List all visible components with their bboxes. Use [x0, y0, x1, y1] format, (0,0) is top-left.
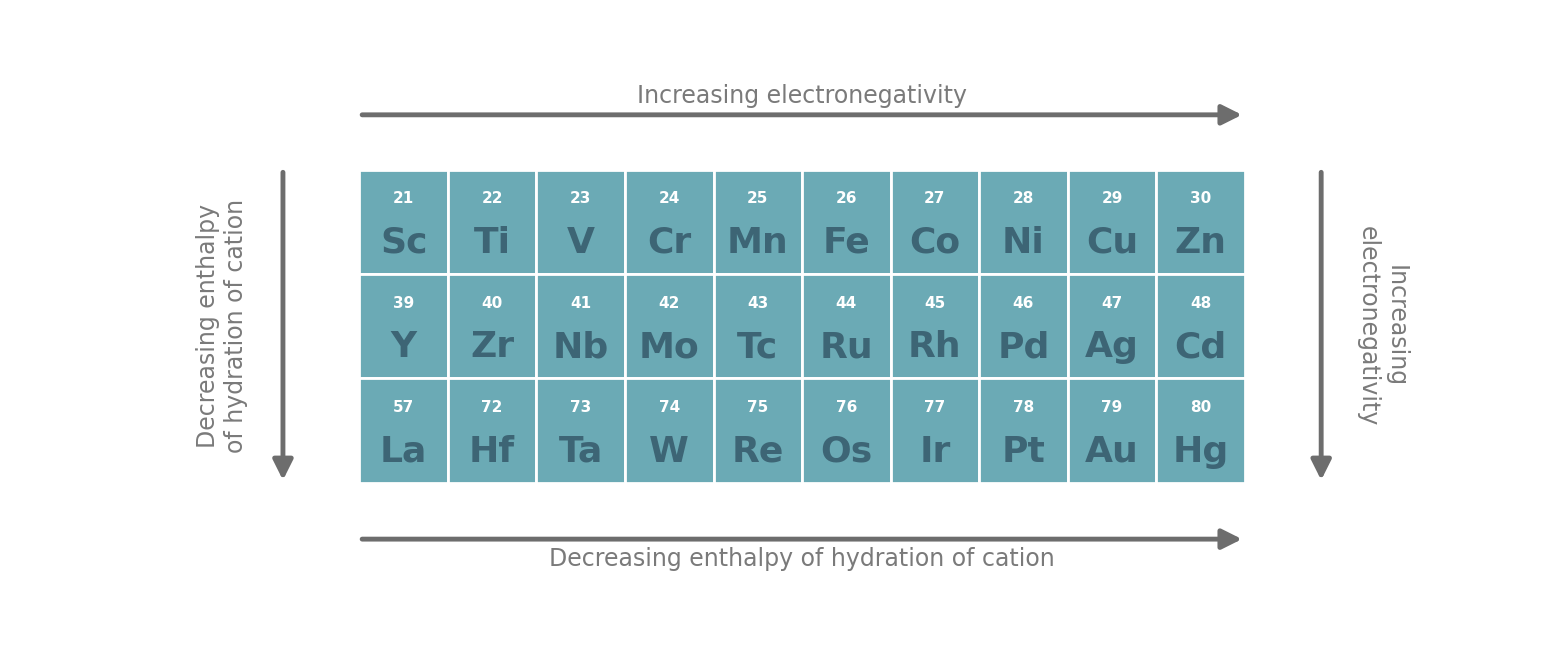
Text: Mn: Mn	[726, 225, 789, 260]
Text: Os: Os	[820, 435, 872, 468]
Text: Ag: Ag	[1085, 330, 1139, 364]
Text: Hg: Hg	[1172, 435, 1229, 468]
Text: Hf: Hf	[470, 435, 515, 468]
Text: 42: 42	[659, 296, 679, 311]
Text: 48: 48	[1189, 296, 1211, 311]
Bar	[537, 274, 624, 379]
Text: 40: 40	[482, 296, 502, 311]
Text: Decreasing enthalpy
of hydration of cation: Decreasing enthalpy of hydration of cati…	[197, 199, 249, 453]
Bar	[537, 379, 624, 483]
Text: Y: Y	[391, 330, 416, 364]
Text: 76: 76	[836, 401, 858, 415]
Text: La: La	[380, 435, 427, 468]
Text: Pd: Pd	[997, 330, 1050, 364]
Text: 46: 46	[1013, 296, 1034, 311]
Bar	[448, 274, 537, 379]
Text: 29: 29	[1102, 191, 1122, 206]
Text: Re: Re	[731, 435, 784, 468]
Bar	[1157, 274, 1244, 379]
Bar	[1157, 379, 1244, 483]
Bar	[1067, 379, 1157, 483]
Text: 75: 75	[747, 401, 768, 415]
Text: Zn: Zn	[1174, 225, 1227, 260]
Bar	[980, 274, 1067, 379]
Text: Decreasing enthalpy of hydration of cation: Decreasing enthalpy of hydration of cati…	[549, 547, 1055, 571]
Text: 78: 78	[1013, 401, 1034, 415]
Text: 21: 21	[393, 191, 415, 206]
Text: Ni: Ni	[1002, 225, 1045, 260]
Bar	[624, 274, 714, 379]
Bar	[360, 169, 448, 274]
Text: Pt: Pt	[1002, 435, 1045, 468]
Bar	[803, 274, 890, 379]
Bar	[714, 169, 803, 274]
Text: 45: 45	[925, 296, 945, 311]
Text: Ir: Ir	[919, 435, 950, 468]
Text: 22: 22	[482, 191, 502, 206]
Text: Increasing electronegativity: Increasing electronegativity	[637, 84, 967, 108]
Text: 23: 23	[570, 191, 592, 206]
Text: Nb: Nb	[552, 330, 609, 364]
Text: Zr: Zr	[470, 330, 515, 364]
Text: Cr: Cr	[648, 225, 692, 260]
Text: 25: 25	[747, 191, 768, 206]
Text: 27: 27	[925, 191, 945, 206]
Text: 80: 80	[1189, 401, 1211, 415]
Text: 24: 24	[659, 191, 679, 206]
Bar	[803, 379, 890, 483]
Bar	[1067, 169, 1157, 274]
Bar	[1067, 274, 1157, 379]
Text: Rh: Rh	[908, 330, 961, 364]
Bar	[714, 274, 803, 379]
Bar	[803, 169, 890, 274]
Bar	[980, 379, 1067, 483]
Text: 26: 26	[836, 191, 858, 206]
Text: Ru: Ru	[820, 330, 873, 364]
Bar	[624, 379, 714, 483]
Text: Sc: Sc	[380, 225, 427, 260]
Bar	[360, 274, 448, 379]
Text: Ta: Ta	[559, 435, 603, 468]
Text: 57: 57	[393, 401, 415, 415]
Bar	[714, 379, 803, 483]
Text: Au: Au	[1085, 435, 1139, 468]
Text: 44: 44	[836, 296, 858, 311]
Bar	[890, 274, 980, 379]
Bar	[890, 379, 980, 483]
Text: 30: 30	[1189, 191, 1211, 206]
Bar	[448, 169, 537, 274]
Text: Tc: Tc	[737, 330, 778, 364]
Text: Co: Co	[909, 225, 961, 260]
Bar	[360, 379, 448, 483]
Text: 77: 77	[925, 401, 945, 415]
Text: 79: 79	[1102, 401, 1122, 415]
Bar	[890, 169, 980, 274]
Text: Cd: Cd	[1174, 330, 1227, 364]
Text: 28: 28	[1013, 191, 1034, 206]
Text: Ti: Ti	[474, 225, 510, 260]
Text: 47: 47	[1102, 296, 1122, 311]
Text: 72: 72	[482, 401, 502, 415]
Bar	[448, 379, 537, 483]
Text: Increasing
electronegativity: Increasing electronegativity	[1355, 226, 1407, 426]
Bar	[1157, 169, 1244, 274]
Text: 39: 39	[393, 296, 415, 311]
Bar	[624, 169, 714, 274]
Text: Cu: Cu	[1086, 225, 1138, 260]
Text: 41: 41	[570, 296, 592, 311]
Text: W: W	[649, 435, 689, 468]
Text: 74: 74	[659, 401, 679, 415]
Text: Mo: Mo	[639, 330, 700, 364]
Text: 43: 43	[747, 296, 768, 311]
Bar	[537, 169, 624, 274]
Text: V: V	[567, 225, 595, 260]
Bar	[980, 169, 1067, 274]
Text: 73: 73	[570, 401, 592, 415]
Text: Fe: Fe	[823, 225, 870, 260]
